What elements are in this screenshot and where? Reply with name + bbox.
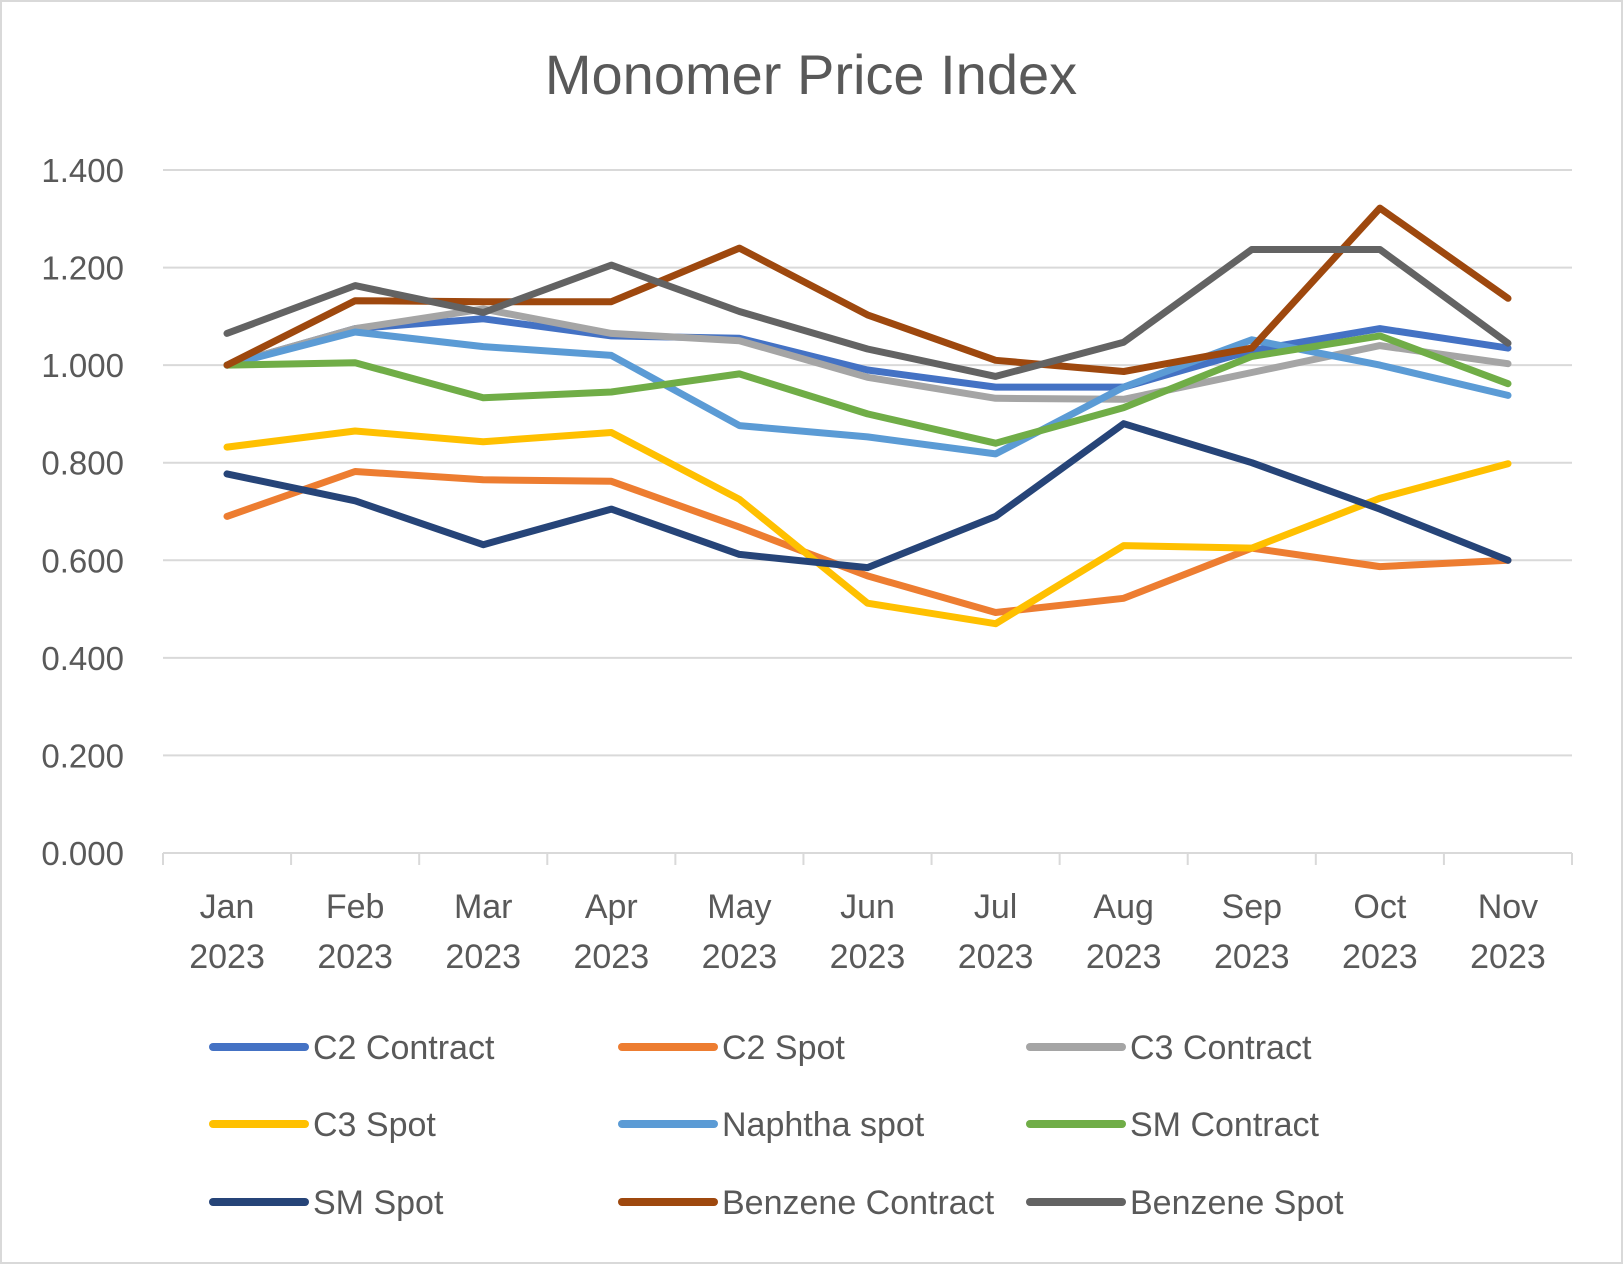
legend-label: SM Contract bbox=[1130, 1106, 1319, 1144]
legend-label: C2 Spot bbox=[722, 1029, 845, 1067]
series-line-sm-spot bbox=[223, 420, 1512, 572]
x-tick-label-year: 2023 bbox=[702, 938, 778, 976]
x-tick-label-year: 2023 bbox=[1342, 938, 1418, 976]
legend: C2 Contract C2 Spot C3 Contract C3 Spot Naph… bbox=[209, 1029, 1344, 1222]
legend-label: SM Spot bbox=[313, 1184, 444, 1222]
x-tick-label-month: Nov bbox=[1478, 888, 1538, 926]
x-tick-label-year: 2023 bbox=[958, 938, 1034, 976]
y-tick-label: 0.000 bbox=[41, 835, 124, 872]
x-tick-label-year: 2023 bbox=[1086, 938, 1162, 976]
x-tick-label-year: 2023 bbox=[445, 938, 521, 976]
y-tick-label: 0.800 bbox=[41, 445, 124, 482]
x-tick-label-year: 2023 bbox=[189, 938, 265, 976]
series-line-c2-contract bbox=[223, 315, 1512, 391]
chart-title: Monomer Price Index bbox=[545, 43, 1077, 106]
x-tick-label-month: Jul bbox=[974, 888, 1017, 926]
x-tick-label-year: 2023 bbox=[1470, 938, 1546, 976]
series-line-sm-contract bbox=[223, 332, 1512, 447]
x-tick-label-month: May bbox=[707, 888, 771, 926]
legend-label: Naphtha spot bbox=[722, 1106, 925, 1144]
x-tick-label-month: Apr bbox=[585, 888, 638, 926]
x-tick-label-month: Oct bbox=[1353, 888, 1406, 926]
legend-label: Benzene Spot bbox=[1130, 1184, 1344, 1222]
x-tick-label-year: 2023 bbox=[573, 938, 649, 976]
y-tick-label: 0.200 bbox=[41, 737, 124, 774]
x-axis: Jan 2023 Feb 2023 Mar 2023 Apr 2023 May 2023 Jun 20… bbox=[162, 852, 1573, 976]
series-lines bbox=[223, 204, 1512, 628]
legend-label: C3 Contract bbox=[1130, 1029, 1312, 1067]
y-axis: 0.000 0.200 0.400 0.600 0.800 1.000 1.200 1.400 bbox=[41, 152, 124, 872]
x-tick-label-month: Mar bbox=[454, 888, 513, 926]
series-line-c3-spot bbox=[223, 427, 1512, 628]
y-tick-label: 0.400 bbox=[41, 640, 124, 677]
x-tick-label-month: Sep bbox=[1222, 888, 1283, 926]
legend-label: Benzene Contract bbox=[722, 1184, 995, 1222]
x-tick-label-year: 2023 bbox=[830, 938, 906, 976]
legend-label: C2 Contract bbox=[313, 1029, 495, 1067]
x-tick-label-month: Jan bbox=[200, 888, 255, 926]
series-line-c2-spot bbox=[223, 468, 1512, 616]
y-tick-label: 1.200 bbox=[41, 250, 124, 287]
x-tick-label-month: Aug bbox=[1093, 888, 1154, 926]
legend-label: C3 Spot bbox=[313, 1106, 436, 1144]
gridlines bbox=[163, 169, 1572, 757]
series-line-benzene-spot bbox=[223, 246, 1512, 380]
series-line-c3-contract bbox=[223, 305, 1512, 403]
x-tick-label-year: 2023 bbox=[317, 938, 393, 976]
x-tick-label-month: Jun bbox=[840, 888, 895, 926]
x-tick-label-month: Feb bbox=[326, 888, 385, 926]
y-tick-label: 0.600 bbox=[41, 542, 124, 579]
x-tick-label-year: 2023 bbox=[1214, 938, 1290, 976]
y-tick-label: 1.000 bbox=[41, 347, 124, 384]
y-tick-label: 1.400 bbox=[41, 152, 124, 189]
